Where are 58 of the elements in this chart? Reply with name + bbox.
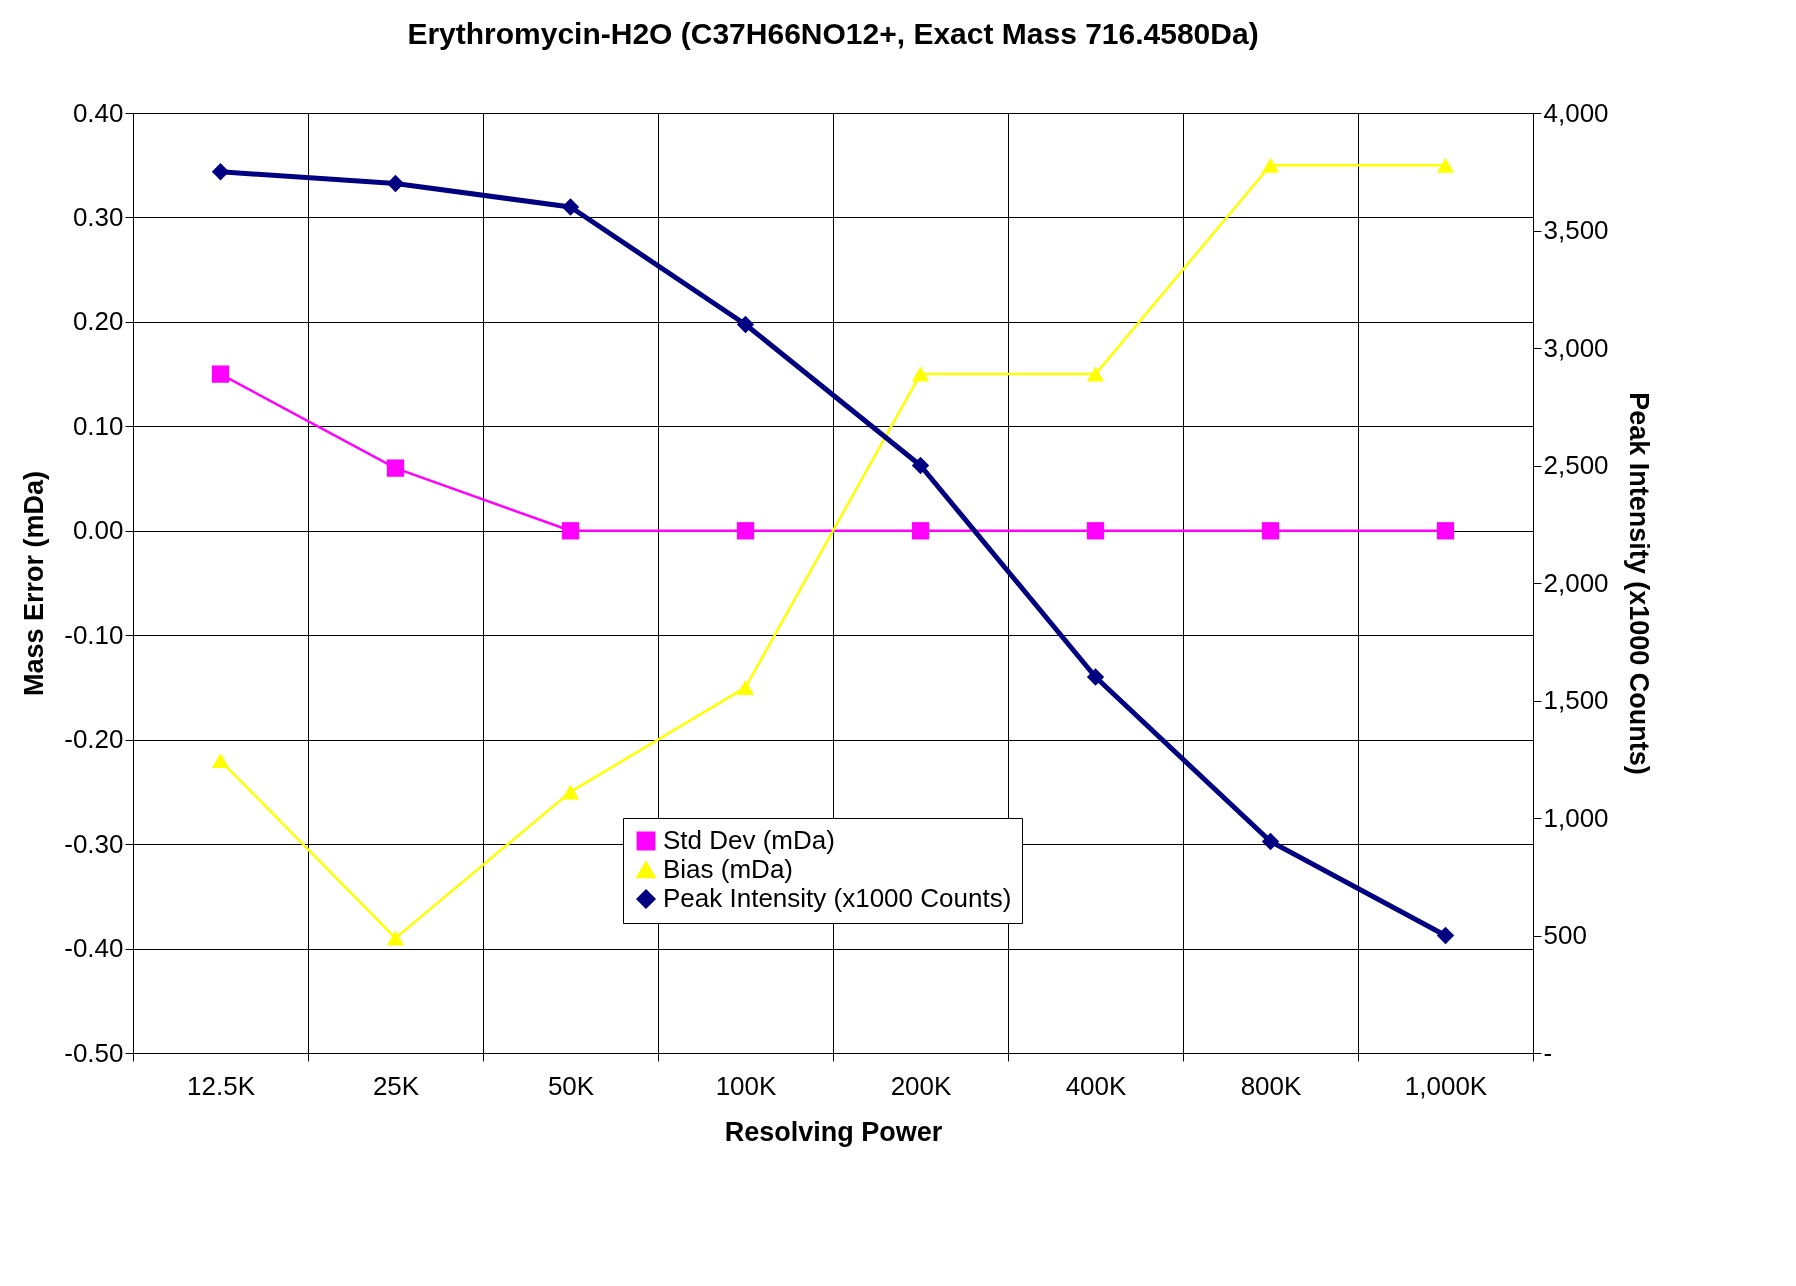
point (911, 522, 930, 540)
x-axis-title: Resolving Power (724, 1116, 943, 1147)
y2-tick-label: 3,000 (1543, 332, 1609, 363)
point (1436, 157, 1455, 173)
chart-title: Erythromycin-H2O (C37H66NO12+, Exact Mass 716.4580Da) (407, 17, 1259, 50)
y2-tick-label: - (1543, 1037, 1553, 1068)
y-axis-title: Mass Error (mDa) (19, 470, 50, 697)
y-tick-label: -0.50 (64, 1037, 124, 1068)
x-tick-label: 25K (372, 1070, 420, 1101)
point (561, 784, 580, 800)
point (911, 366, 930, 382)
y-tick-label: 0.10 (72, 410, 124, 441)
point (561, 198, 580, 216)
point (1436, 926, 1455, 945)
point (386, 459, 405, 477)
x-tick-label: 200K (890, 1070, 953, 1101)
y-tick-label: 0.40 (72, 97, 124, 128)
point (736, 315, 755, 334)
y2-tick-label: 3,500 (1543, 215, 1609, 245)
legend-label: Peak Intensity (x1000 Counts) (663, 883, 1012, 913)
y-tick-label: 0.20 (72, 306, 124, 337)
y-tick-label: -0.10 (64, 619, 124, 650)
point (736, 679, 755, 695)
y-tick-label: -0.20 (64, 724, 124, 755)
y2-tick-label: 2,000 (1543, 567, 1609, 598)
point (211, 365, 230, 383)
x-tick-label: 400K (1065, 1070, 1128, 1101)
point (211, 163, 230, 181)
y2-axis-title: Peak Intensity (x1000 Counts) (1623, 392, 1654, 775)
point (1086, 668, 1105, 686)
point (911, 456, 930, 475)
legend-label: Std Dev (mDa) (663, 825, 835, 855)
x-tick-label: 12.5K (187, 1070, 256, 1101)
x-tick-label: 100K (715, 1070, 778, 1101)
point (1261, 522, 1280, 540)
point (561, 522, 580, 540)
y2-tick-label: 4,000 (1543, 97, 1609, 128)
point (211, 753, 230, 769)
y2-tick-label: 500 (1543, 920, 1587, 950)
y-tick-label: -0.30 (64, 828, 124, 859)
x-tick-label: 50K (547, 1070, 595, 1101)
y2-tick-label: 2,500 (1543, 450, 1609, 480)
y2-tick-label: 1,500 (1543, 685, 1609, 715)
y-tick-label: 0.00 (72, 515, 124, 546)
y2-tick-label: 1,000 (1543, 802, 1609, 833)
point (386, 930, 405, 946)
point (1086, 522, 1105, 540)
y-tick-label: 0.30 (72, 201, 124, 232)
x-tick-label: 800K (1240, 1070, 1303, 1101)
point (1086, 366, 1105, 382)
point (736, 522, 755, 540)
y-tick-label: -0.40 (64, 933, 124, 964)
point (1261, 832, 1280, 851)
point (1261, 157, 1280, 173)
point (1436, 522, 1455, 540)
x-tick-label: 1,000K (1404, 1070, 1488, 1101)
point (386, 174, 405, 193)
legend-label: Bias (mDa) (663, 854, 794, 884)
